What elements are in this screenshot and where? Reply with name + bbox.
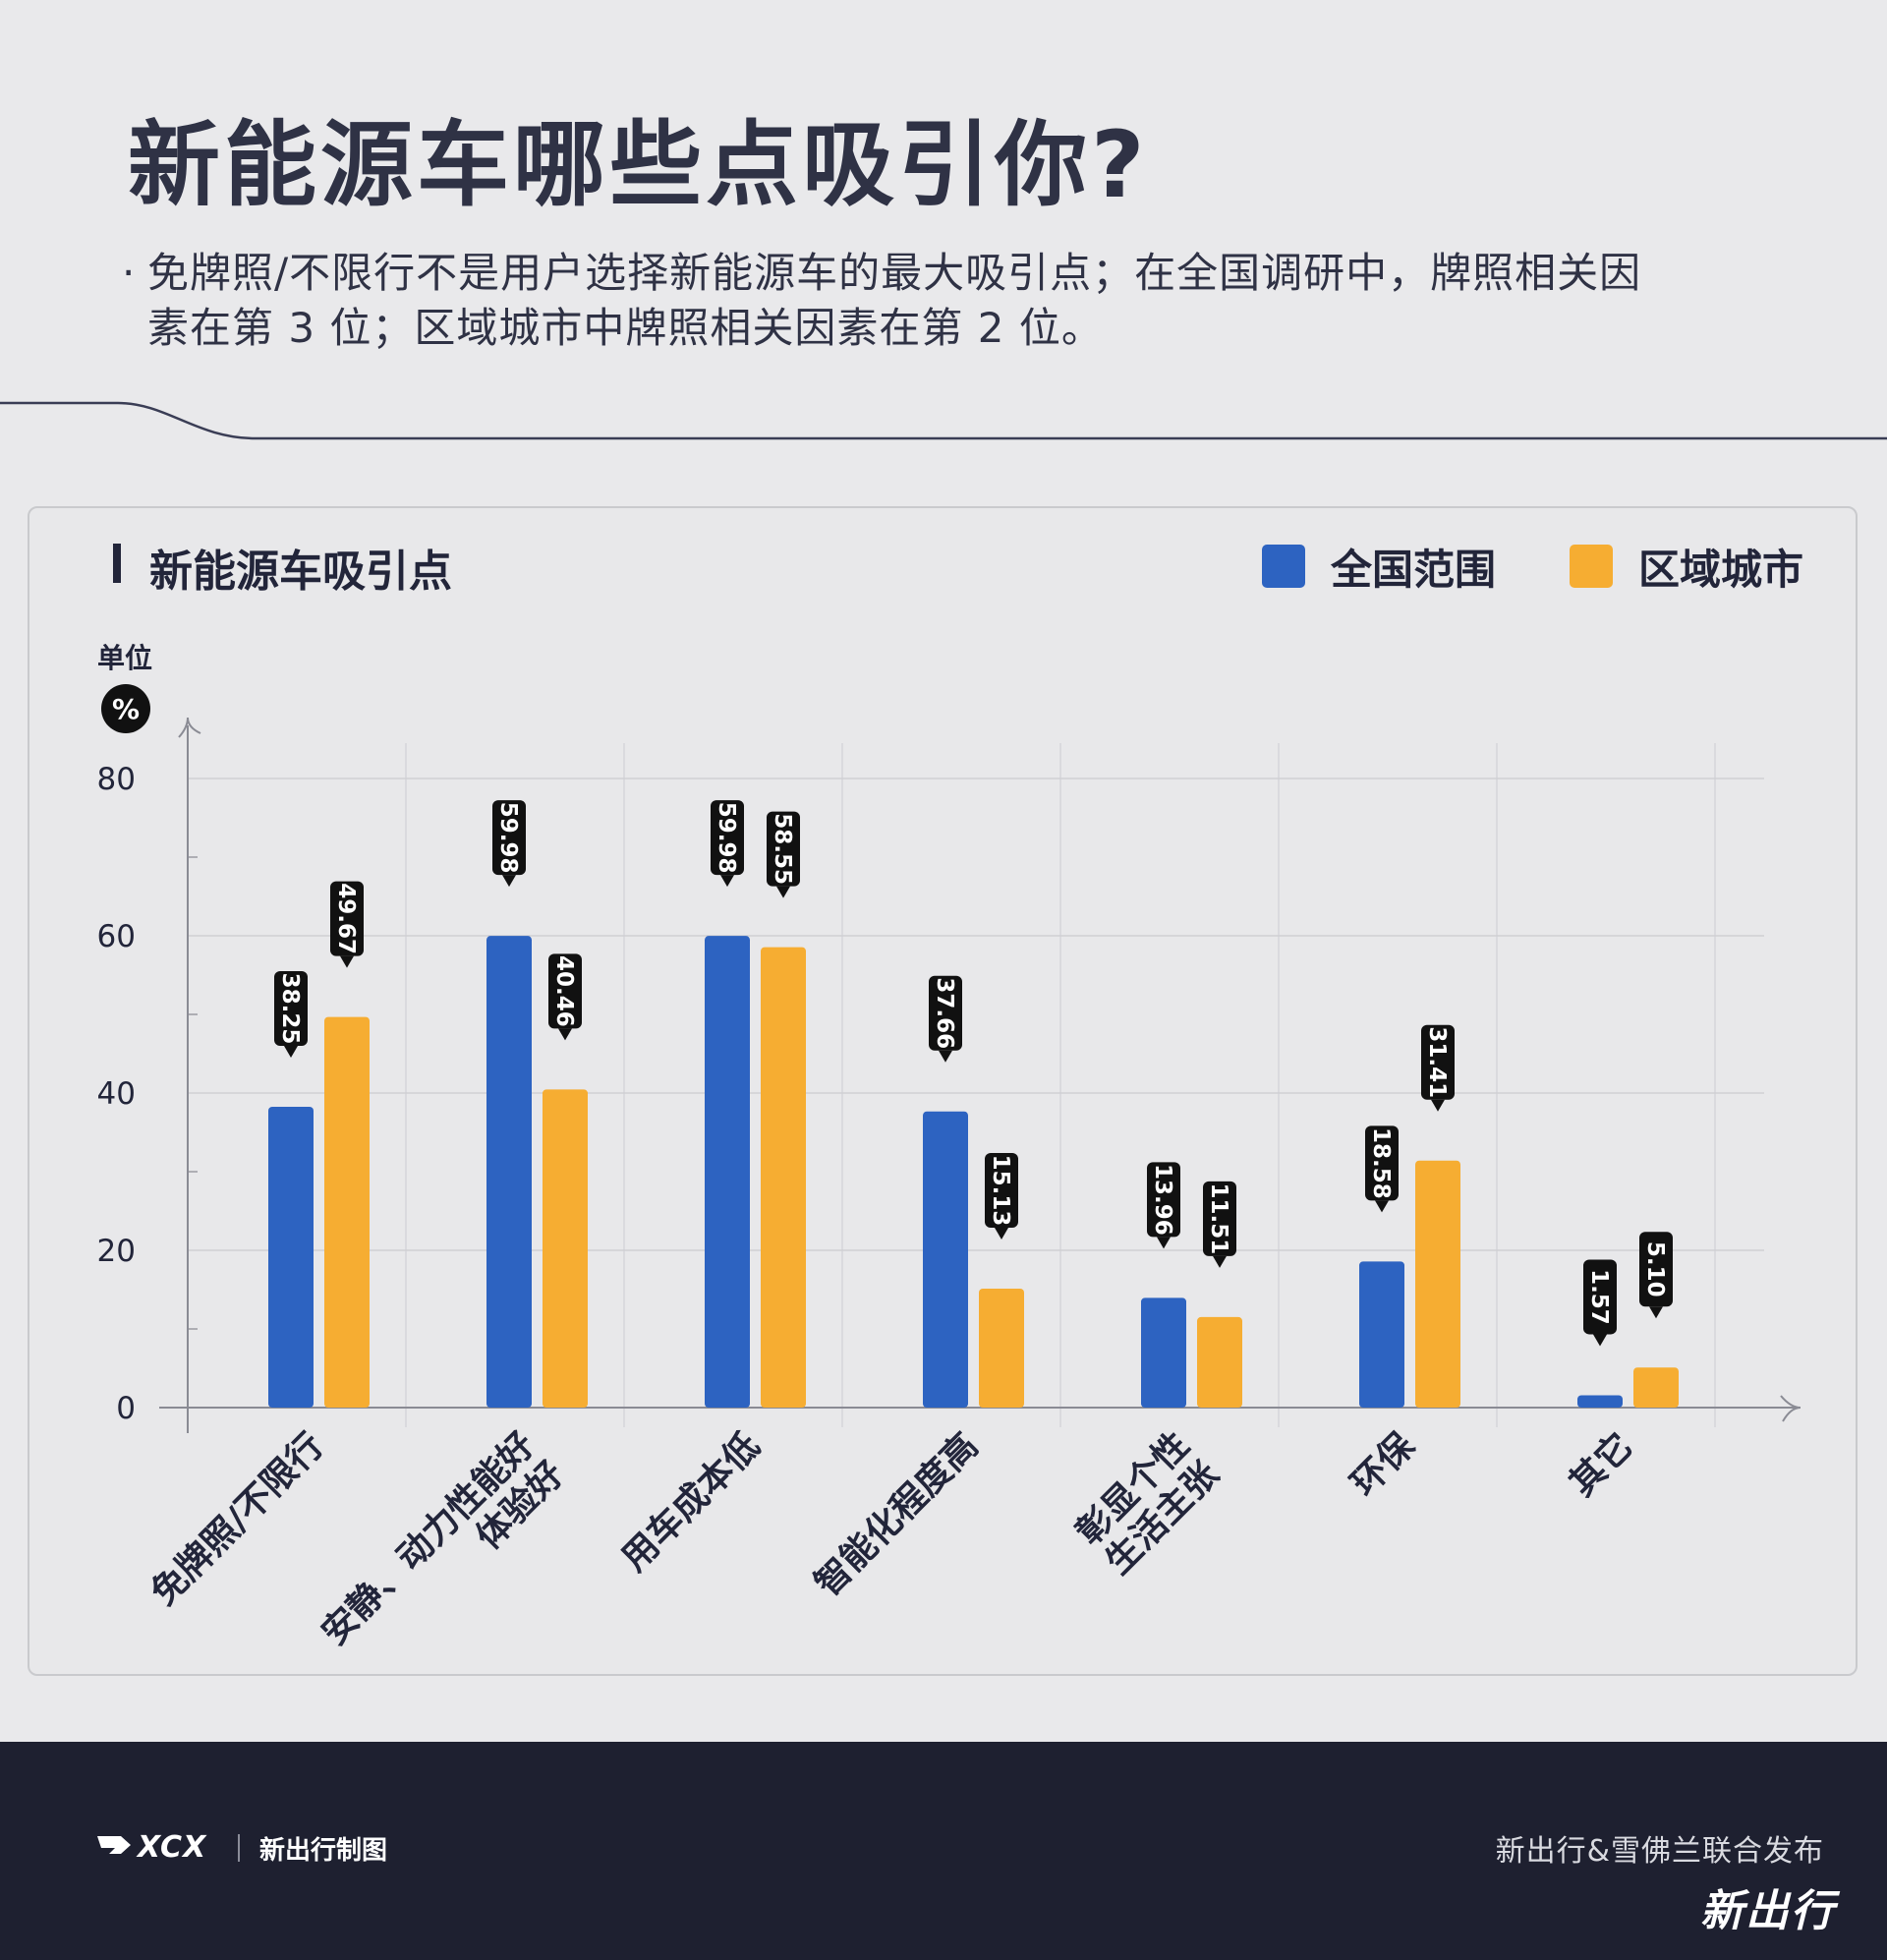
data-label: 18.58 <box>1368 1127 1394 1199</box>
legend-label-national: 全国范围 <box>1331 545 1497 594</box>
bar-regional <box>1415 1160 1460 1408</box>
data-label: 5.10 <box>1642 1241 1668 1297</box>
y-tick-label: 80 <box>97 762 136 797</box>
x-category-label: 彰显个性生活主张 <box>1069 1424 1228 1583</box>
data-label: 49.67 <box>333 883 359 954</box>
data-label: 40.46 <box>551 955 577 1027</box>
data-label-tag <box>492 800 526 876</box>
data-label-pointer <box>1157 1237 1171 1249</box>
data-label-pointer <box>558 1028 572 1041</box>
data-label: 59.98 <box>495 802 521 874</box>
data-label: 38.25 <box>277 973 303 1045</box>
x-category-label: 智能化程度高 <box>808 1425 987 1604</box>
legend-swatch-regional <box>1570 545 1613 588</box>
legend-item-regional: 区域城市 <box>1570 543 1803 594</box>
header-divider <box>0 401 1887 440</box>
bar-regional <box>1197 1316 1242 1408</box>
footer <box>0 1742 1887 1960</box>
data-label-pointer <box>502 875 516 888</box>
data-label-tag <box>548 953 582 1029</box>
data-label-pointer <box>1649 1306 1663 1319</box>
data-label-tag <box>1421 1024 1455 1100</box>
data-label-pointer <box>1213 1255 1227 1268</box>
data-label-pointer <box>340 955 354 968</box>
x-category-label: 免牌照/不限行 <box>143 1425 331 1613</box>
data-label-tag <box>711 800 744 876</box>
legend-label-regional: 区域城市 <box>1638 545 1804 594</box>
bar-regional <box>979 1288 1024 1408</box>
x-category-label: 其它 <box>1562 1425 1640 1504</box>
data-label-pointer <box>720 875 734 888</box>
unit-badge: % <box>101 684 150 733</box>
legend-swatch-national <box>1262 545 1305 588</box>
bar-national <box>1359 1261 1404 1408</box>
summary-bullet: · 免牌照/不限行不是用户选择新能源车的最大吸引点；在全国调研中，牌照相关因 素… <box>122 246 1820 356</box>
data-label-tag <box>330 881 364 956</box>
x-category-label: 用车成本低 <box>614 1425 768 1579</box>
bar-national <box>268 1107 314 1408</box>
data-label-pointer <box>284 1046 298 1058</box>
data-label-pointer <box>1593 1334 1607 1347</box>
y-tick-label: 0 <box>116 1391 136 1426</box>
data-label-tag <box>1365 1125 1399 1201</box>
summary-line-2: 素在第 3 位；区域城市中牌照相关因素在第 2 位。 <box>147 304 1104 352</box>
data-label: 37.66 <box>932 977 957 1049</box>
brand-logo: 新出行 <box>1700 1886 1836 1936</box>
data-label: 59.98 <box>714 802 739 874</box>
data-label: 58.55 <box>770 813 795 885</box>
bar-national <box>1141 1297 1186 1408</box>
data-label-pointer <box>939 1050 952 1063</box>
data-label-tag <box>1639 1232 1673 1307</box>
x-category-label: 环保 <box>1344 1425 1423 1505</box>
bar-national <box>705 936 750 1408</box>
y-axis-arrow <box>178 717 201 738</box>
logo-separator <box>238 1834 240 1862</box>
data-label: 15.13 <box>988 1155 1013 1227</box>
bullet-dot: · <box>122 249 136 297</box>
x-axis-arrow <box>1780 1395 1801 1422</box>
bar-national <box>1577 1395 1623 1408</box>
xcx-logo-icon <box>97 1836 131 1854</box>
data-label-tag <box>1203 1181 1236 1256</box>
bar-regional <box>1633 1367 1679 1408</box>
footer-publisher: 新出行&雪佛兰联合发布 <box>1495 1834 1824 1869</box>
bar-regional <box>324 1016 370 1408</box>
data-label-tag <box>985 1152 1018 1228</box>
bar-national <box>923 1111 968 1408</box>
y-tick-label: 40 <box>97 1076 136 1112</box>
y-tick-label: 60 <box>97 919 136 954</box>
footer-credit: 新出行制图 <box>259 1836 388 1866</box>
data-label: 11.51 <box>1206 1183 1231 1255</box>
legend-item-national: 全国范围 <box>1262 543 1496 594</box>
data-label-tag <box>274 971 308 1046</box>
summary-line-1: 免牌照/不限行不是用户选择新能源车的最大吸引点；在全国调研中，牌照相关因 <box>147 249 1642 297</box>
data-label-pointer <box>1375 1200 1389 1213</box>
y-tick-label: 20 <box>97 1234 136 1269</box>
chart-title: 新能源车吸引点 <box>149 547 452 597</box>
data-label: 13.96 <box>1150 1164 1175 1236</box>
page-title: 新能源车哪些点吸引你? <box>128 112 1149 219</box>
data-label: 1.57 <box>1586 1269 1612 1325</box>
data-label-tag <box>1583 1259 1617 1335</box>
bar-regional <box>543 1089 588 1408</box>
bar-national <box>486 936 532 1408</box>
data-label-tag <box>1147 1162 1180 1238</box>
data-label-pointer <box>1431 1099 1445 1112</box>
data-label-tag <box>929 975 962 1051</box>
data-label-tag <box>767 811 800 887</box>
data-label: 31.41 <box>1424 1026 1450 1098</box>
data-label-pointer <box>995 1227 1008 1239</box>
bar-chart: 0 20 40 60 80 38.25 49.67 免牌照/不限行 59.98 40.46 安静、动… <box>97 717 1801 1682</box>
card-title-marker <box>113 544 121 583</box>
data-label-pointer <box>776 886 790 898</box>
x-category-label: 安静、动力性能好体验好 <box>314 1424 572 1682</box>
unit-label: 单位 <box>97 642 153 674</box>
bar-regional <box>761 947 806 1408</box>
logo-text: XCX <box>138 1830 207 1865</box>
